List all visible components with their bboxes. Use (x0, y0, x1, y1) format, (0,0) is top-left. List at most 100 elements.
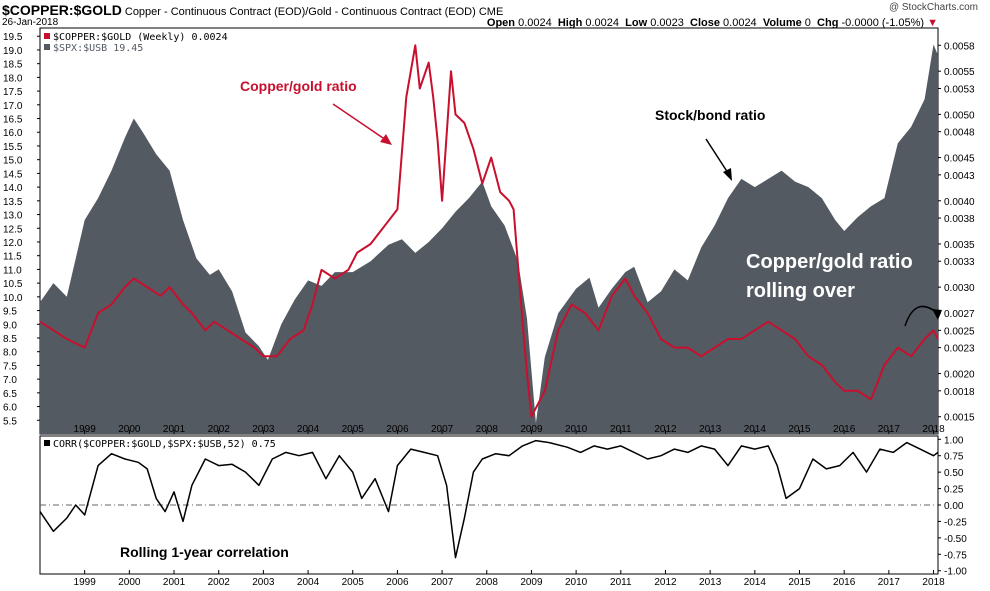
x-tick-label: 2003 (252, 577, 275, 588)
main-x-axis-ticks: 1999 2000 2001 2002 2003 2004 2005 2006 2007 2008… (74, 424, 946, 435)
corr-tick-label: 1.00 (944, 435, 964, 446)
x-tick-label: 2018 (922, 577, 945, 588)
left-tick-label: 6.0 (3, 403, 17, 414)
x-tick-label: 2009 (520, 577, 543, 588)
curved-arrow-head-icon (932, 309, 942, 320)
right-tick-label: 0.0018 (944, 387, 975, 398)
right-tick-label: 0.0033 (944, 257, 975, 268)
x-tick-label: 2016 (833, 577, 856, 588)
x-tick-label: 2012 (654, 424, 677, 435)
x-tick-label: 2018 (922, 424, 945, 435)
left-tick-label: 12.0 (3, 238, 23, 249)
left-tick-label: 13.5 (3, 197, 23, 208)
corr-tick-label: 0.00 (944, 501, 964, 512)
left-tick-label: 15.5 (3, 142, 23, 153)
left-tick-label: 10.5 (3, 279, 23, 290)
corr-y-axis-ticks: 1.00 0.75 0.50 0.25 0.00 -0.25 -0.50 -0.75 -1.00 (938, 435, 967, 578)
left-tick-label: 12.5 (3, 224, 23, 235)
high-label: High (557, 17, 583, 29)
legend-corr: CORR($COPPER:$GOLD,$SPX:$USB,52) 0.75 (53, 439, 276, 450)
right-tick-label: 0.0025 (944, 326, 975, 337)
volume-label: Volume (762, 17, 802, 29)
x-tick-label: 1999 (74, 424, 97, 435)
stockcharts-watermark: @ StockCharts.com (888, 2, 978, 13)
right-tick-label: 0.0040 (944, 197, 975, 208)
x-tick-label: 2000 (118, 577, 141, 588)
right-tick-label: 0.0035 (944, 240, 975, 251)
spx-usb-area (40, 44, 938, 434)
x-tick-label: 2008 (476, 577, 499, 588)
corr-line-series (39, 439, 939, 559)
left-tick-label: 10.0 (3, 293, 23, 304)
close-value: 0.0024 (723, 17, 757, 29)
left-axis-ticks: 5.5 6.0 6.5 7.0 7.5 8.0 8.5 9.0 9.5 10.0 10.5 11.0 1… (3, 32, 40, 427)
chart-title: $COPPER:$GOLD Copper - Continuous Contra… (2, 2, 990, 18)
x-tick-label: 2006 (386, 577, 409, 588)
x-tick-label: 2017 (878, 577, 901, 588)
left-tick-label: 17.5 (3, 87, 23, 98)
x-tick-label: 2000 (118, 424, 141, 435)
x-tick-label: 2009 (520, 424, 543, 435)
right-tick-label: 0.0055 (944, 67, 975, 78)
right-tick-label: 0.0043 (944, 171, 975, 182)
x-tick-label: 2016 (833, 424, 856, 435)
corr-line (39, 439, 939, 559)
open-label: Open (486, 17, 516, 29)
x-tick-label: 2001 (163, 577, 186, 588)
x-tick-label: 2007 (431, 424, 454, 435)
right-tick-label: 0.0027 (944, 309, 975, 320)
volume-value: 0 (804, 17, 811, 29)
chg-value: -0.0000 (-1.05%) (841, 17, 925, 29)
symbol-description: Copper - Continuous Contract (EOD)/Gold … (124, 6, 504, 18)
right-axis-ticks: 0.0015 0.0018 0.0020 0.0023 0.0025 0.0027 0.00… (938, 41, 975, 424)
x-tick-label: 2011 (610, 424, 632, 435)
right-tick-label: 0.0045 (944, 154, 975, 165)
left-tick-label: 18.0 (3, 73, 23, 84)
x-tick-label: 2001 (163, 424, 186, 435)
legend-swatch-corr (44, 440, 50, 446)
x-tick-label: 2003 (252, 424, 275, 435)
x-tick-label: 2005 (342, 577, 365, 588)
x-tick-label: 2006 (386, 424, 409, 435)
left-tick-label: 8.5 (3, 334, 17, 345)
left-tick-label: 13.0 (3, 211, 23, 222)
legend-copper-gold: $COPPER:$GOLD (Weekly) 0.0024 (53, 32, 228, 43)
left-tick-label: 17.0 (3, 101, 23, 112)
x-tick-label: 2013 (699, 577, 722, 588)
x-tick-label: 2004 (297, 577, 320, 588)
left-tick-label: 9.5 (3, 307, 17, 318)
right-tick-label: 0.0053 (944, 84, 975, 95)
legend-spx-usb: $SPX:$USB 19.45 (53, 43, 143, 54)
annotation-rolling-correlation: Rolling 1-year correlation (120, 544, 289, 560)
corr-tick-label: -1.00 (944, 567, 967, 578)
high-value: 0.0024 (585, 17, 620, 29)
x-tick-label: 2008 (476, 424, 499, 435)
left-tick-label: 9.0 (3, 320, 17, 331)
low-value: 0.0023 (650, 17, 684, 29)
arrow-head-black-icon (723, 168, 732, 181)
x-tick-label: 2010 (565, 577, 588, 588)
x-tick-label: 2004 (297, 424, 320, 435)
x-tick-label: 2002 (208, 424, 231, 435)
x-tick-label: 2010 (565, 424, 588, 435)
x-tick-label: 1999 (74, 577, 97, 588)
corr-tick-label: -0.75 (944, 550, 967, 561)
x-tick-label: 2013 (699, 424, 722, 435)
legend-swatch-copper-gold (44, 33, 50, 39)
corr-tick-label: -0.50 (944, 534, 967, 545)
left-tick-label: 7.5 (3, 361, 17, 372)
right-tick-label: 0.0015 (944, 413, 975, 424)
left-tick-label: 14.5 (3, 169, 23, 180)
annotation-copper-gold-ratio: Copper/gold ratio (240, 78, 357, 94)
ohlc-readout: Open 0.0024 High 0.0024 Low 0.0023 Close… (487, 17, 938, 29)
left-tick-label: 16.5 (3, 115, 23, 126)
x-tick-label: 2007 (431, 577, 454, 588)
annotation-arrow-black (705, 138, 729, 174)
right-tick-label: 0.0038 (944, 214, 975, 225)
annotation-arrow-red (332, 103, 387, 141)
x-tick-label: 2014 (744, 577, 767, 588)
x-tick-label: 2015 (788, 424, 811, 435)
chg-label: Chg (817, 17, 839, 29)
corr-tick-label: 0.25 (944, 485, 964, 496)
